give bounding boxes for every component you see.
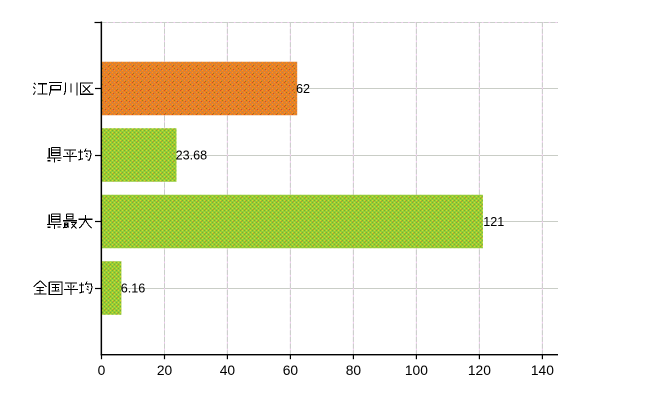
svg-text:140: 140 [531, 363, 554, 378]
svg-text:6.16: 6.16 [121, 282, 146, 296]
svg-text:23.68: 23.68 [176, 149, 208, 163]
svg-text:60: 60 [283, 363, 299, 378]
svg-text:40: 40 [220, 363, 236, 378]
svg-text:20: 20 [157, 363, 173, 378]
svg-text:0: 0 [98, 363, 106, 378]
svg-text:80: 80 [346, 363, 362, 378]
svg-text:62: 62 [296, 82, 310, 96]
svg-text:120: 120 [468, 363, 491, 378]
svg-text:121: 121 [483, 215, 504, 229]
svg-text:100: 100 [405, 363, 428, 378]
